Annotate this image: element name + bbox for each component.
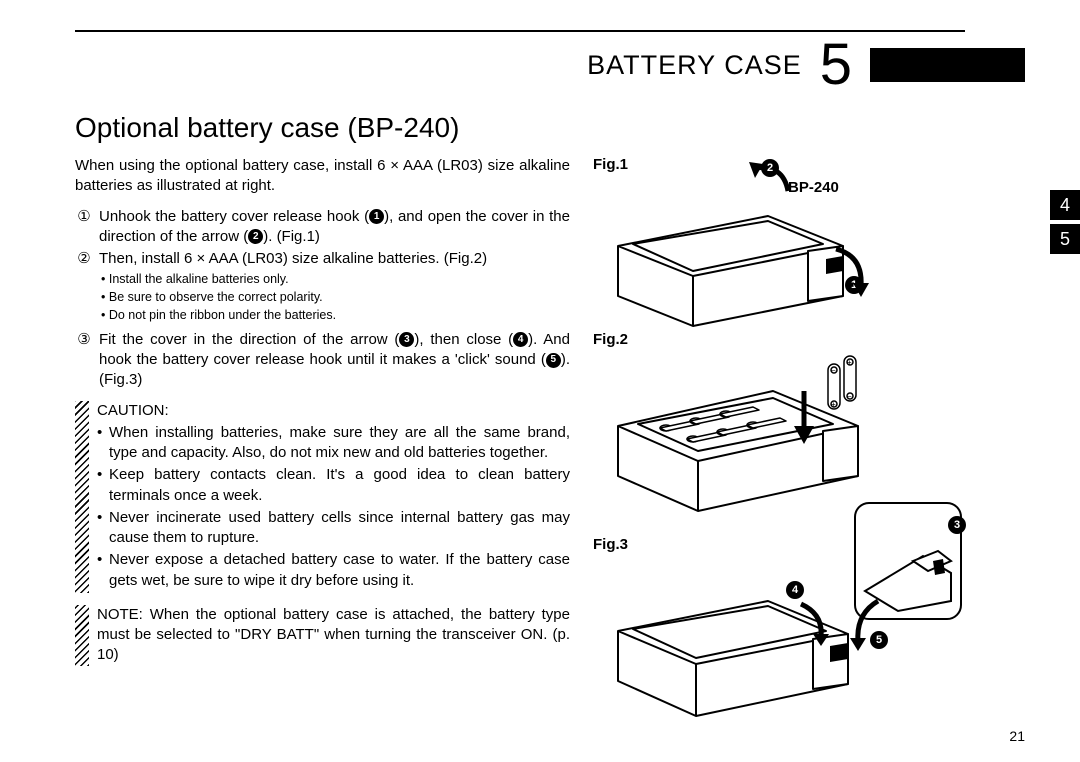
side-tab-4: 4 [1050,190,1080,220]
text-column: When using the optional battery case, in… [75,156,570,666]
caution-item: •When installing batteries, make sure th… [97,423,570,464]
section-title: Optional battery case (BP-240) [75,112,1025,144]
header-black-bar [870,48,1025,82]
step-list: ① Unhook the battery cover release hook … [75,207,570,391]
intro-paragraph: When using the optional battery case, in… [75,156,570,197]
chapter-number: 5 [820,36,852,94]
caution-block: CAUTION: •When installing batteries, mak… [75,401,570,593]
sub-bullet-text: Install the alkaline batteries only. [109,272,289,286]
caution-text: Never expose a detached battery case to … [109,550,570,591]
step-text: Unhook the battery cover release hook ( [99,208,369,225]
step-body: Unhook the battery cover release hook (1… [99,207,570,248]
callout-ref-icon: 4 [513,332,528,347]
caution-text: Keep battery contacts clean. It's a good… [109,465,570,506]
svg-text:+: + [831,400,836,409]
sub-bullet: • Install the alkaline batteries only. [101,271,570,288]
sub-bullet-list: • Install the alkaline batteries only. •… [97,271,570,324]
step-number: ② [75,249,93,269]
callout-ref-icon: 2 [248,229,263,244]
caution-item: •Never expose a detached battery case to… [97,550,570,591]
chapter-header: BATTERY CASE 5 [75,38,1025,92]
fig3-callout-3: 3 [948,516,966,534]
step-1: ① Unhook the battery cover release hook … [75,207,570,248]
step-text: Fit the cover in the direction of the ar… [99,331,399,348]
fig3-label: Fig.3 [593,536,628,553]
figure-column: Fig.1 BP-240 2 1 Fig.2 [588,156,968,666]
fig1-arrow2-icon [828,241,878,301]
step-text: ). (Fig.1) [263,228,320,245]
note-block: NOTE: When the optional battery case is … [75,605,570,666]
sub-bullet-text: Do not pin the ribbon under the batterie… [109,308,336,322]
step-3: ③ Fit the cover in the direction of the … [75,330,570,391]
step-body: Then, install 6 × AAA (LR03) size alkali… [99,249,570,269]
side-tab-stack: 4 5 [1050,190,1080,258]
side-tab-5: 5 [1050,224,1080,254]
callout-ref-icon: 3 [399,332,414,347]
chapter-title: BATTERY CASE [587,50,802,81]
step-number: ③ [75,330,93,391]
svg-text:+: + [847,358,852,367]
step-2: ② Then, install 6 × AAA (LR03) size alka… [75,249,570,269]
sub-bullet-text: Be sure to observe the correct polarity. [109,290,323,304]
note-body: NOTE: When the optional battery case is … [97,605,570,666]
caution-heading: CAUTION: [97,401,570,421]
callout-ref-icon: 1 [369,209,384,224]
fig3-arrow4-icon [793,596,843,646]
svg-text:−: − [831,366,836,375]
hatch-border-icon [75,605,89,666]
page-number: 21 [1009,728,1025,744]
content-row: When using the optional battery case, in… [75,156,1025,666]
fig1-callout-2: 2 [761,159,779,177]
step-body: Fit the cover in the direction of the ar… [99,330,570,391]
fig3-arrow5-icon [848,596,893,651]
sub-bullet: • Be sure to observe the correct polarit… [101,289,570,306]
hatch-border-icon [75,401,89,593]
step-number: ① [75,207,93,248]
caution-text: Never incinerate used battery cells sinc… [109,508,570,549]
svg-text:−: − [847,392,852,401]
callout-ref-icon: 5 [546,353,561,368]
sub-bullet: • Do not pin the ribbon under the batter… [101,307,570,324]
caution-body: CAUTION: •When installing batteries, mak… [97,401,570,593]
caution-text: When installing batteries, make sure the… [109,423,570,464]
fig2-illustration: − + + − [598,346,898,526]
caution-item: •Never incinerate used battery cells sin… [97,508,570,549]
fig3-illustration [598,556,888,726]
step-text: ), then close ( [414,331,513,348]
caution-item: •Keep battery contacts clean. It's a goo… [97,465,570,506]
